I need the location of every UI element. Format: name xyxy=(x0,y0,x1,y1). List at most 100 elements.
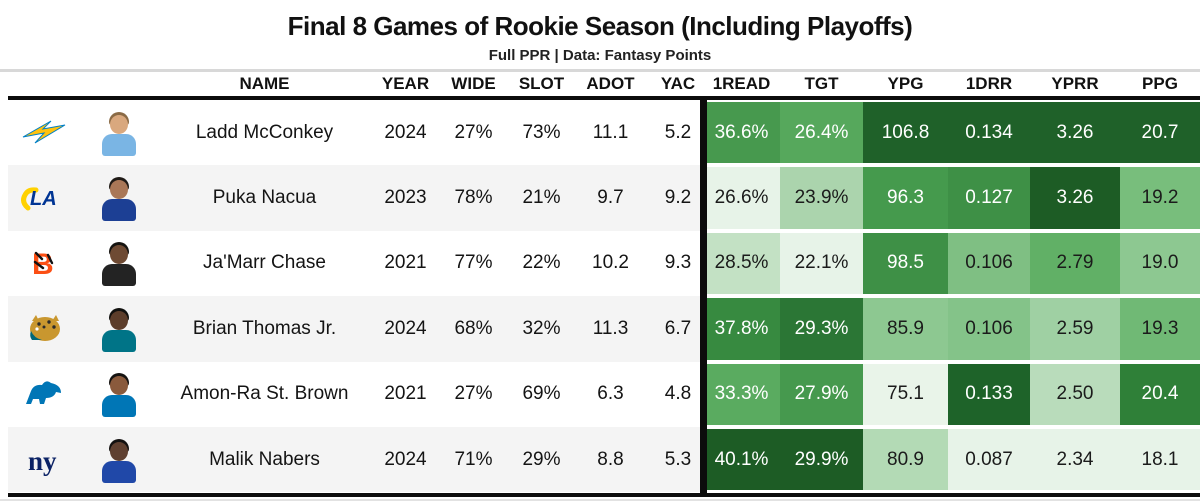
heat-cell-1read: 36.6% xyxy=(703,102,780,164)
heat-cell-tgt: 27.9% xyxy=(780,363,863,425)
table-row: ny Malik Nabers 2024 71% 29% 8.8 5.3 40.… xyxy=(8,426,1200,493)
wide-value: 78% xyxy=(454,187,493,209)
adot-value: 6.3 xyxy=(597,383,624,405)
yac-value: 4.8 xyxy=(664,383,692,405)
column-header-slot: SLOT xyxy=(518,73,565,93)
team-logo-bengals-icon: B xyxy=(8,231,80,296)
team-logo-lions-icon xyxy=(8,362,80,427)
page-title: Final 8 Games of Rookie Season (Includin… xyxy=(287,11,913,41)
adot-value: 11.1 xyxy=(592,121,629,143)
heat-cell-yprr: 2.34 xyxy=(1030,428,1120,491)
player-headshot xyxy=(80,427,158,492)
heat-cell-yprr: 2.79 xyxy=(1030,232,1120,295)
wide-value: 77% xyxy=(454,252,493,274)
column-header-year: YEAR xyxy=(381,73,430,93)
player-name: Malik Nabers xyxy=(209,448,320,470)
adot-value: 11.3 xyxy=(592,317,629,339)
heat-cell-ppg: 19.0 xyxy=(1120,232,1200,295)
team-logo-jaguars-icon xyxy=(8,296,80,361)
slot-value: 69% xyxy=(522,383,561,405)
column-header-ypg: YPG xyxy=(887,73,924,93)
player-headshot xyxy=(80,100,158,165)
heat-cell-ppg: 19.2 xyxy=(1120,167,1200,229)
heat-cell-1drr: 0.106 xyxy=(948,232,1030,295)
heat-cell-1drr: 0.087 xyxy=(948,428,1030,491)
yac-value: 9.3 xyxy=(664,252,692,274)
player-name: Puka Nacua xyxy=(212,187,317,209)
heat-cell-1drr: 0.133 xyxy=(948,363,1030,425)
header-top-divider xyxy=(0,69,1200,72)
slot-value: 32% xyxy=(522,317,561,339)
wide-value: 68% xyxy=(454,317,493,339)
slot-value: 73% xyxy=(522,121,561,143)
header-spacer-logo xyxy=(8,71,80,96)
team-logo-giants-icon: ny xyxy=(8,427,80,492)
heat-cell-1read: 33.3% xyxy=(703,363,780,425)
player-headshot xyxy=(80,362,158,427)
adot-value: 10.2 xyxy=(592,252,629,274)
table-body: Ladd McConkey 2024 27% 73% 11.1 5.2 36.6… xyxy=(8,100,1200,493)
heat-cell-ypg: 96.3 xyxy=(863,167,948,229)
table-row: LA Puka Nacua 2023 78% 21% 9.7 9.2 26.6%… xyxy=(8,165,1200,231)
heat-cell-ppg: 20.4 xyxy=(1120,363,1200,425)
heat-cell-tgt: 29.3% xyxy=(780,298,863,360)
yac-value: 9.2 xyxy=(664,187,692,209)
year-value: 2023 xyxy=(384,187,427,209)
heat-cell-tgt: 29.9% xyxy=(780,428,863,491)
player-headshot xyxy=(80,165,158,230)
team-logo-rams-icon: LA xyxy=(8,165,80,230)
svg-text:ny: ny xyxy=(28,446,57,476)
svg-text:LA: LA xyxy=(30,188,57,210)
yac-value: 6.7 xyxy=(664,317,692,339)
table-row: Ladd McConkey 2024 27% 73% 11.1 5.2 36.6… xyxy=(8,100,1200,165)
heat-cell-ppg: 20.7 xyxy=(1120,102,1200,164)
heat-cell-1read: 37.8% xyxy=(703,298,780,360)
table-bottom-border xyxy=(8,493,1200,497)
heat-cell-ppg: 18.1 xyxy=(1120,428,1200,491)
adot-value: 8.8 xyxy=(597,448,624,470)
table-row: Amon-Ra St. Brown 2021 27% 69% 6.3 4.8 3… xyxy=(8,362,1200,427)
heat-cell-ypg: 80.9 xyxy=(863,428,948,491)
heatmap-left-border xyxy=(700,96,707,497)
heat-cell-yprr: 3.26 xyxy=(1030,102,1120,164)
heat-cell-ypg: 98.5 xyxy=(863,232,948,295)
adot-value: 9.7 xyxy=(597,187,624,209)
table-row: B Ja'Marr Chase 2021 77% 22% 10.2 9.3 28… xyxy=(8,231,1200,296)
page-subtitle: Full PPR | Data: Fantasy Points xyxy=(488,47,712,64)
year-value: 2024 xyxy=(384,317,427,339)
year-value: 2021 xyxy=(384,252,427,274)
page-bottom-divider xyxy=(0,499,1200,501)
column-header-yprr: YPRR xyxy=(1051,73,1099,93)
wide-value: 27% xyxy=(454,121,493,143)
heat-cell-ypg: 75.1 xyxy=(863,363,948,425)
table-row: Brian Thomas Jr. 2024 68% 32% 11.3 6.7 3… xyxy=(8,296,1200,362)
header-spacer-headshot xyxy=(80,71,158,96)
column-header-name: NAME xyxy=(239,73,290,93)
heat-cell-yprr: 3.26 xyxy=(1030,167,1120,229)
heat-cell-1read: 28.5% xyxy=(703,232,780,295)
heat-cell-ypg: 106.8 xyxy=(863,102,948,164)
heat-cell-1drr: 0.106 xyxy=(948,298,1030,360)
slot-value: 29% xyxy=(522,448,561,470)
heat-cell-1drr: 0.127 xyxy=(948,167,1030,229)
heat-cell-tgt: 22.1% xyxy=(780,232,863,295)
heat-cell-tgt: 23.9% xyxy=(780,167,863,229)
heat-cell-1read: 40.1% xyxy=(703,428,780,491)
column-header-ppg: PPG xyxy=(1142,73,1178,93)
player-headshot xyxy=(80,296,158,361)
player-name: Brian Thomas Jr. xyxy=(192,317,337,339)
slot-value: 22% xyxy=(522,252,561,274)
year-value: 2024 xyxy=(384,121,427,143)
player-name: Ladd McConkey xyxy=(195,121,334,143)
header-bottom-border xyxy=(8,96,1200,100)
heat-cell-ypg: 85.9 xyxy=(863,298,948,360)
year-value: 2024 xyxy=(384,448,427,470)
heat-cell-yprr: 2.59 xyxy=(1030,298,1120,360)
heat-cell-1read: 26.6% xyxy=(703,167,780,229)
column-header-wide: WIDE xyxy=(451,73,496,93)
yac-value: 5.3 xyxy=(664,448,692,470)
column-header-yac: YAC xyxy=(660,73,696,93)
heat-cell-1drr: 0.134 xyxy=(948,102,1030,164)
heat-cell-tgt: 26.4% xyxy=(780,102,863,164)
player-name: Amon-Ra St. Brown xyxy=(180,383,349,405)
